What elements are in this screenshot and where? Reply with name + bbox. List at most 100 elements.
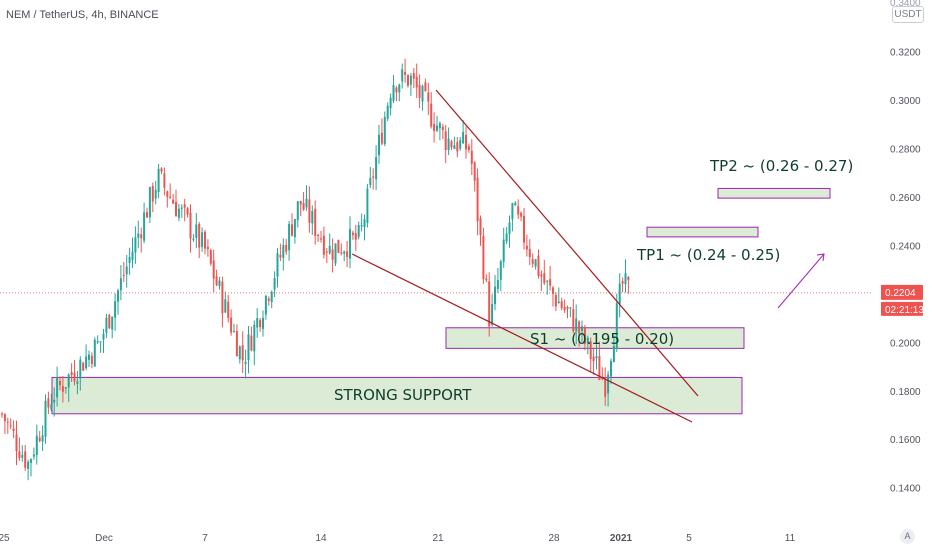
y-tick-label: 0.1600 (890, 435, 921, 446)
candle-body (206, 246, 209, 250)
candle-body (421, 85, 424, 102)
candle-body (299, 200, 302, 205)
y-tick-label: 0.2600 (890, 193, 921, 204)
candle-body (378, 134, 380, 156)
candle-body (546, 280, 549, 282)
candle-body (380, 132, 383, 144)
x-tick-label: 25 (0, 533, 10, 544)
candle-body (581, 326, 583, 331)
trendlines-group (351, 89, 699, 423)
candle-body (21, 454, 24, 458)
candle-body (119, 278, 122, 291)
candle-body (334, 243, 337, 264)
candle-body (549, 279, 552, 286)
candle-body (192, 238, 195, 240)
candle-body (30, 459, 32, 463)
candle-body (375, 157, 378, 180)
candle-body (604, 378, 607, 397)
candle-body (276, 253, 279, 277)
candle-body (386, 105, 389, 119)
candle-body (111, 316, 114, 330)
candle-body (505, 233, 508, 242)
candle-body (465, 134, 467, 150)
candle-body (148, 187, 151, 218)
candle-body (543, 273, 546, 284)
candle-body (357, 225, 360, 237)
tp1-zone (646, 226, 759, 238)
candle-body (76, 381, 79, 385)
candle-body (621, 281, 624, 284)
candle-body (244, 361, 247, 364)
candle-body (85, 356, 88, 369)
candle-body (438, 123, 441, 129)
candle-body (259, 319, 262, 328)
candle-body (456, 142, 459, 152)
candle-body (427, 92, 430, 102)
candle-body (479, 218, 482, 235)
candle-body (151, 186, 154, 202)
candle-body (540, 274, 543, 277)
candle-body (163, 173, 166, 188)
candle-body (79, 359, 82, 379)
candle-body (241, 345, 244, 361)
candle-body (343, 251, 346, 254)
candle-body (320, 238, 322, 240)
candle-body (499, 261, 502, 280)
candle-body (337, 239, 340, 253)
y-axis: 0.32000.30000.28000.26000.24000.22000.20… (890, 48, 921, 495)
candle-body (459, 140, 462, 149)
candle-body (230, 317, 233, 333)
candle-body (322, 235, 325, 255)
candle-body (61, 385, 64, 392)
candle-body (218, 280, 221, 287)
chart-title: NEM / TetherUS, 4h, BINANCE (6, 9, 159, 21)
candle-body (615, 303, 618, 349)
candle-body (233, 330, 235, 332)
countdown-tag (881, 301, 923, 316)
candle-body (235, 331, 238, 357)
candle-body (627, 276, 630, 281)
candle-body (82, 362, 85, 371)
candle-body (47, 398, 50, 408)
candle-body (514, 202, 517, 206)
candle-body (88, 354, 90, 360)
candle-body (12, 428, 15, 432)
candle-body (552, 287, 554, 294)
candle-body (554, 294, 557, 307)
candle-body (38, 437, 41, 441)
candle-body (528, 249, 531, 258)
candle-body (572, 309, 575, 332)
candle-body (175, 201, 177, 217)
candle-body (183, 204, 186, 208)
candle-body (560, 301, 563, 309)
candle-body (53, 399, 56, 403)
auto-scale-button[interactable]: A (900, 529, 915, 544)
candle-body (9, 425, 12, 427)
candle-body (502, 239, 505, 262)
currency-button[interactable]: USDT (892, 6, 924, 23)
candle-body (586, 337, 589, 344)
candle-body (589, 341, 592, 360)
candle-body (6, 421, 9, 423)
candle-body (70, 371, 73, 376)
candle-body (204, 231, 206, 249)
candle-body (198, 223, 201, 248)
y-tick-label: 0.3200 (890, 48, 921, 59)
candle-body (383, 116, 386, 145)
candle-body (131, 251, 134, 260)
candle-body (317, 234, 320, 236)
candle-body (537, 255, 540, 276)
candle-body (270, 291, 273, 303)
candle-body (349, 229, 351, 259)
candle-body (595, 356, 598, 359)
candle-body (412, 73, 415, 79)
countdown-value: 02:21:13 (885, 305, 924, 316)
x-axis: 25 Dec 7 14 21 28 2021 5 11 (0, 533, 796, 544)
candle-body (90, 355, 93, 364)
tp2-label: TP2 ~ (0.26 - 0.27) (710, 157, 854, 175)
candle-body (166, 191, 169, 197)
candle-body (415, 76, 418, 88)
candle-body (18, 451, 21, 459)
candle-body (401, 69, 404, 82)
candle-body (67, 374, 70, 388)
